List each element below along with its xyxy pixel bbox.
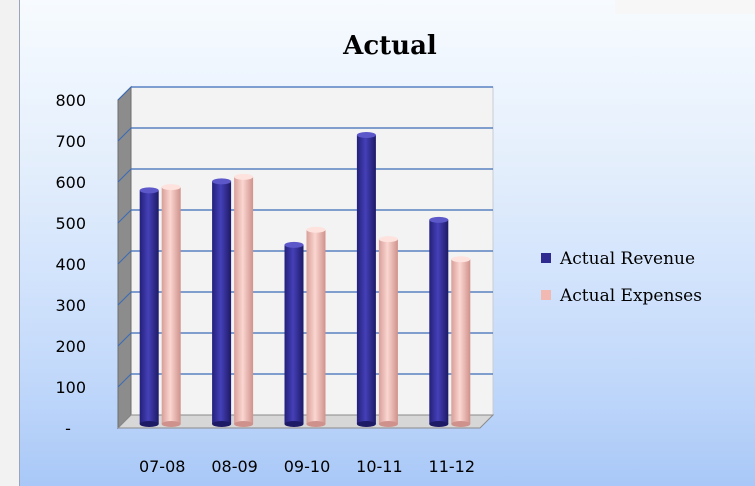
bar — [429, 216, 449, 427]
bar-body — [212, 181, 232, 424]
y-tick-label: 200 — [55, 337, 86, 356]
bar-top — [234, 173, 254, 180]
bar-base — [429, 421, 449, 427]
gridline-side — [117, 168, 132, 183]
y-tick-label: 700 — [55, 132, 86, 151]
bar-base — [356, 421, 376, 427]
bar-top — [161, 184, 181, 191]
y-tick-label: 800 — [55, 91, 86, 110]
x-tick-label: 10-11 — [356, 457, 403, 476]
legend-label-revenue: Actual Revenue — [559, 249, 695, 269]
bar-body — [306, 229, 326, 424]
gridline-side — [117, 332, 132, 347]
gridline-side — [117, 291, 132, 306]
bar-body — [161, 187, 181, 424]
x-tick-label: 07-08 — [139, 457, 186, 476]
floor — [116, 414, 495, 429]
x-tick-label: 08-09 — [211, 457, 258, 476]
bar-base — [284, 421, 304, 427]
y-tick-label: 300 — [55, 296, 86, 315]
bar-body — [429, 219, 449, 424]
gridline-side — [117, 373, 132, 388]
legend-swatch-expenses — [541, 290, 551, 300]
bar-top — [451, 256, 471, 263]
x-tick-label: 11-12 — [429, 457, 476, 476]
bar-top — [306, 226, 326, 233]
bar-base — [234, 421, 254, 427]
y-tick-label: 100 — [55, 378, 86, 397]
bar-body — [451, 259, 471, 424]
bar-top — [139, 187, 159, 194]
y-axis-ticks: - 100 200 300 400 500 600 700 800 — [55, 91, 86, 438]
x-axis-ticks: 07-08 08-09 09-10 10-11 11-12 — [139, 457, 475, 476]
bar-body — [378, 239, 398, 424]
bar — [234, 173, 254, 427]
bar-top — [212, 178, 232, 185]
legend: Actual Revenue Actual Expenses — [541, 249, 702, 306]
gridline-side — [117, 209, 132, 224]
bar — [378, 236, 398, 427]
bar-body — [356, 135, 376, 424]
x-tick-label: 09-10 — [284, 457, 331, 476]
bar — [212, 178, 232, 427]
legend-label-expenses: Actual Expenses — [559, 286, 702, 306]
bar-base — [306, 421, 326, 427]
bar-top — [284, 241, 304, 248]
bar — [284, 241, 304, 427]
y-tick-label: - — [65, 419, 71, 438]
y-tick-label: 600 — [55, 173, 86, 192]
chart-title: Actual — [342, 31, 437, 61]
bar-base — [378, 421, 398, 427]
gridline-side — [117, 86, 132, 101]
gridline-side — [117, 127, 132, 142]
gridline-side — [117, 250, 132, 265]
bar-base — [451, 421, 471, 427]
bar — [306, 226, 326, 427]
bar — [139, 187, 159, 427]
y-tick-label: 400 — [55, 255, 86, 274]
bar — [451, 256, 471, 427]
bar-base — [161, 421, 181, 427]
bar-top — [429, 216, 449, 223]
bar — [356, 132, 376, 427]
bar — [161, 184, 181, 427]
bar-body — [139, 190, 159, 424]
y-tick-label: 500 — [55, 214, 86, 233]
bars — [139, 132, 471, 427]
bar-body — [234, 176, 254, 424]
window-strip — [615, 0, 755, 14]
bar-top — [356, 132, 376, 138]
legend-swatch-revenue — [541, 253, 551, 263]
bar-body — [284, 244, 304, 424]
bar-top — [378, 236, 398, 243]
bar-base — [139, 421, 159, 427]
bar-base — [212, 421, 232, 427]
